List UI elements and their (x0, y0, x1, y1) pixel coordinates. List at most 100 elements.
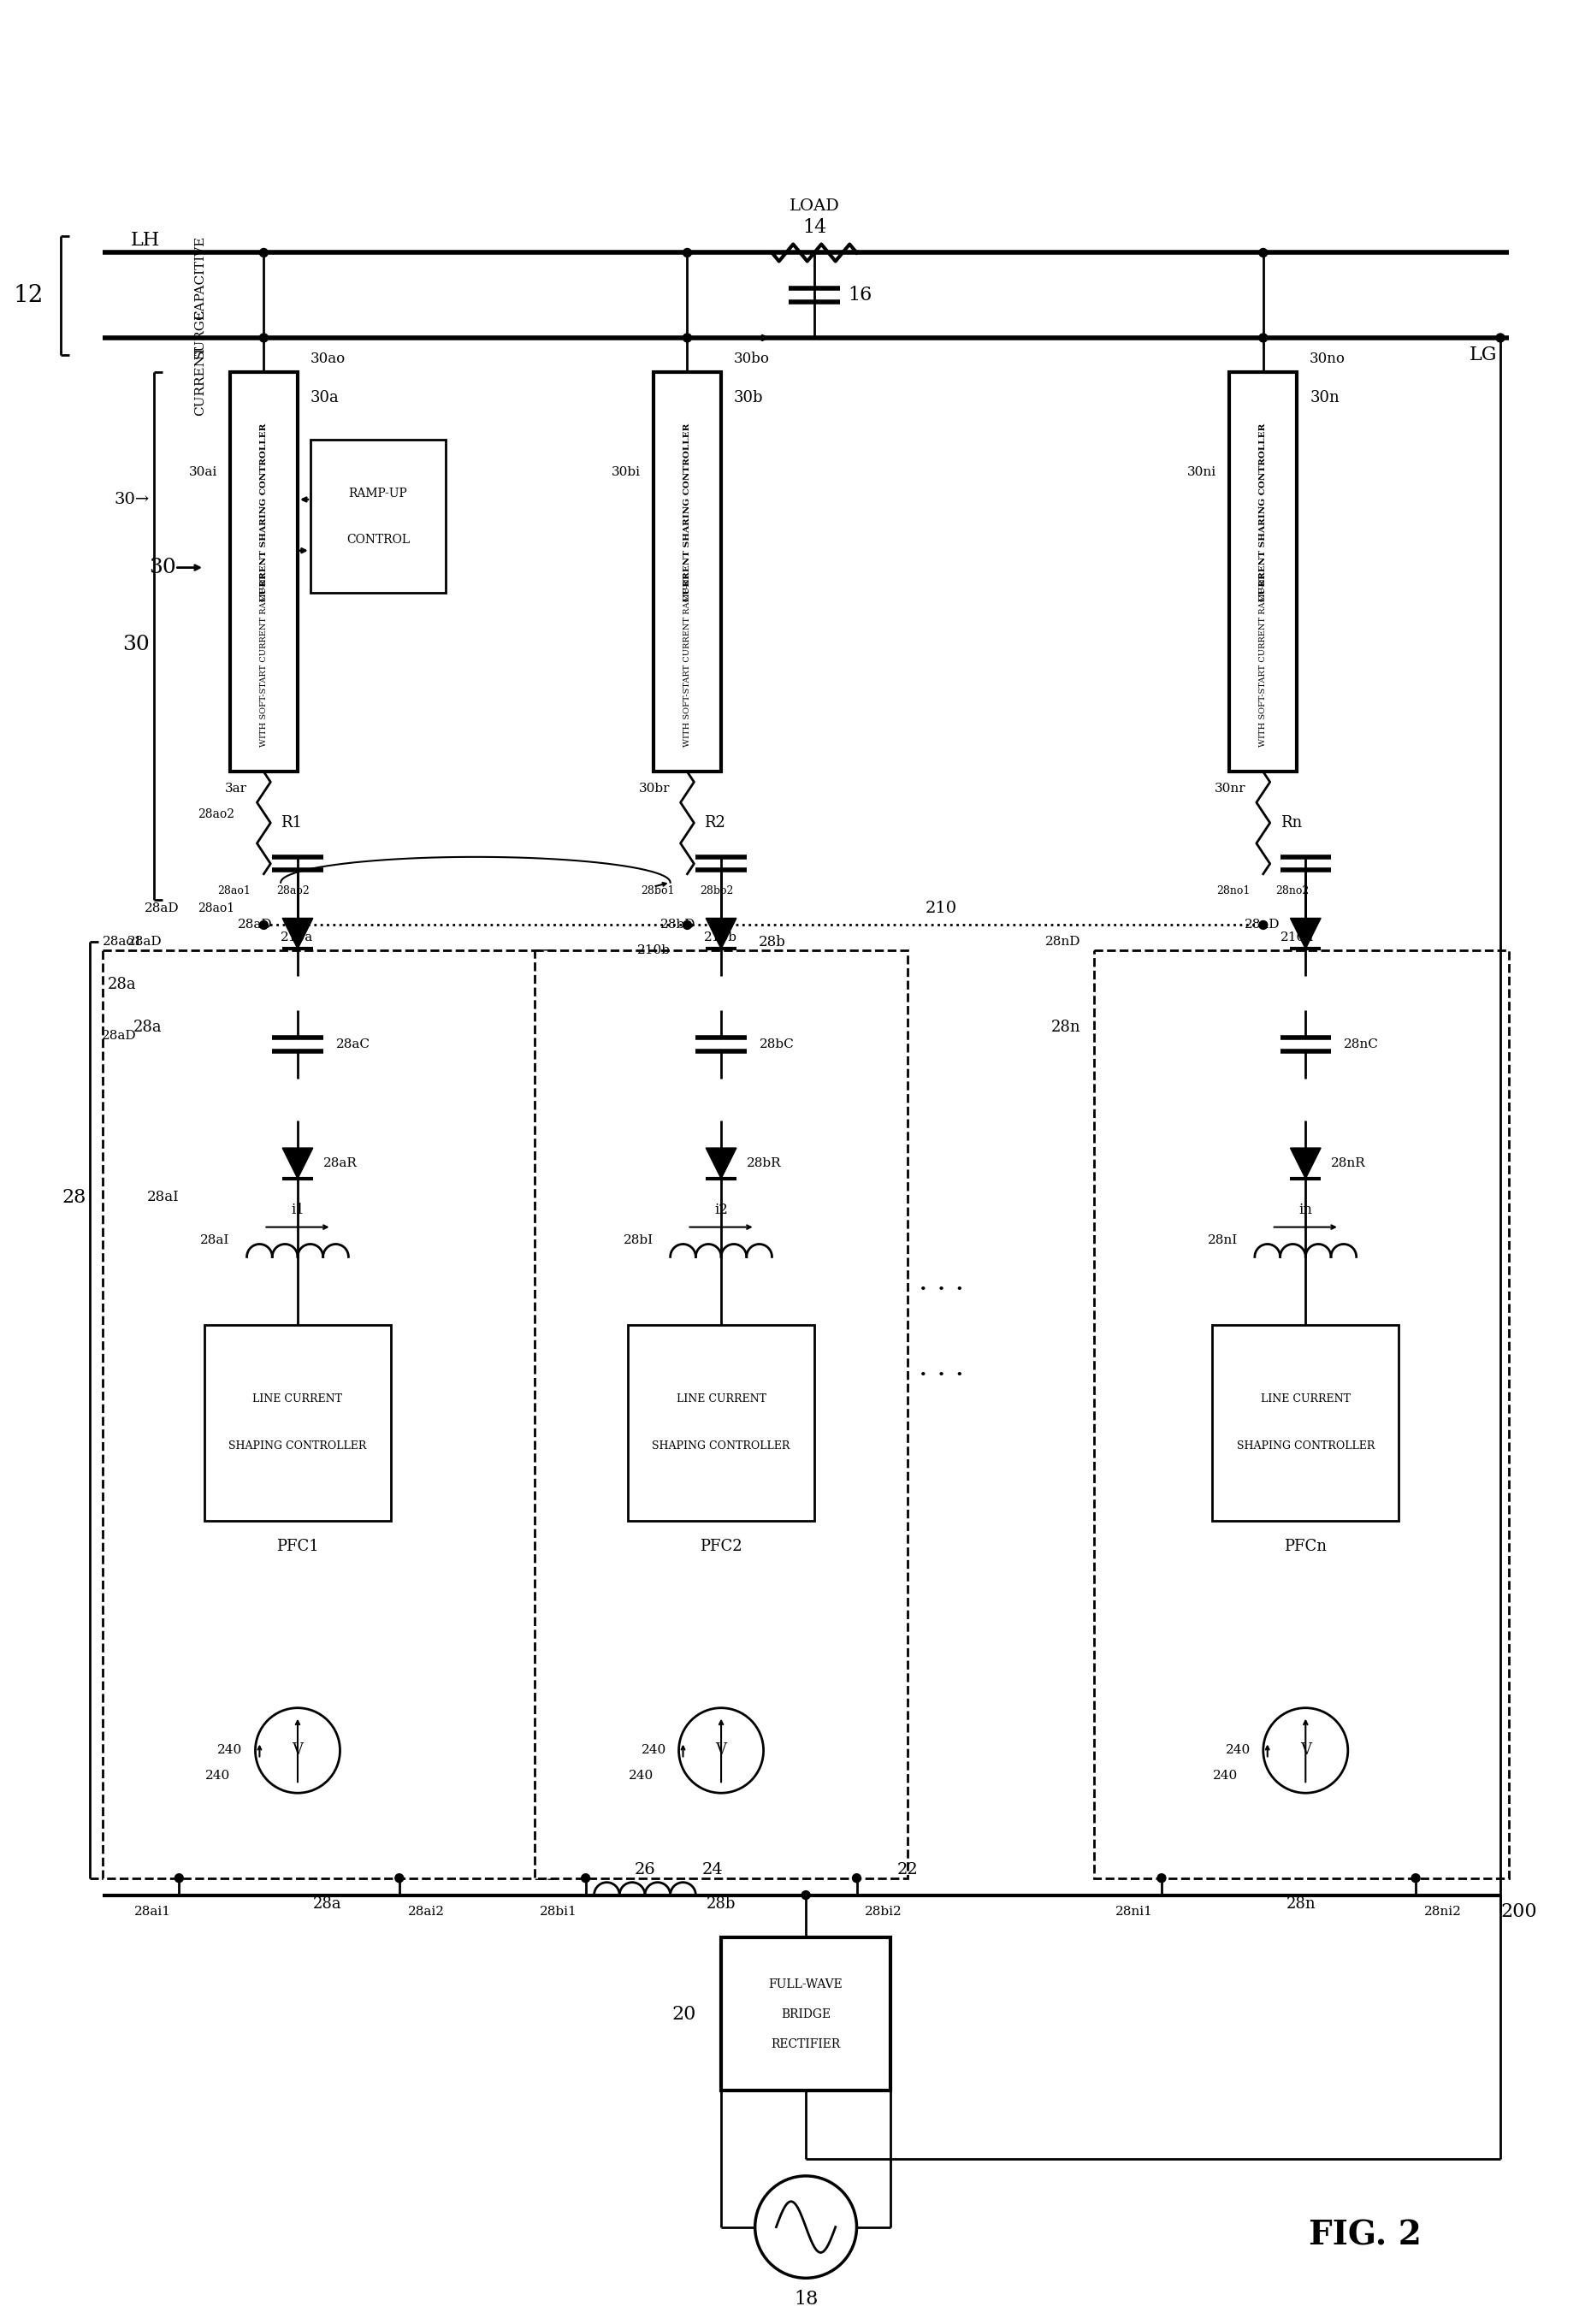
Text: V: V (293, 1743, 304, 1759)
Circle shape (175, 1873, 183, 1882)
Text: 30bi: 30bi (611, 465, 641, 479)
Text: 28bC: 28bC (759, 1039, 794, 1050)
Text: 22: 22 (897, 1862, 918, 1878)
Text: 210: 210 (926, 899, 958, 916)
Text: R2: R2 (705, 816, 725, 830)
Text: 28ao1: 28ao1 (197, 902, 234, 913)
Text: LH: LH (130, 230, 159, 249)
Circle shape (1258, 335, 1268, 342)
Circle shape (1258, 249, 1268, 258)
Text: 28bI: 28bI (624, 1234, 654, 1246)
Text: 28ao2: 28ao2 (277, 885, 310, 897)
Text: 30ai: 30ai (189, 465, 218, 479)
Text: 28bi2: 28bi2 (866, 1906, 902, 1917)
Circle shape (395, 1873, 404, 1882)
Text: 240: 240 (205, 1771, 229, 1783)
Polygon shape (706, 918, 737, 948)
Text: 28ni2: 28ni2 (1424, 1906, 1462, 1917)
Text: 28bR: 28bR (746, 1157, 781, 1169)
Text: 28ai2: 28ai2 (407, 1906, 444, 1917)
Text: V: V (1300, 1743, 1311, 1759)
Text: 28no2: 28no2 (1276, 885, 1309, 897)
Text: SHAPING CONTROLLER: SHAPING CONTROLLER (1236, 1441, 1375, 1452)
Text: 210b: 210b (636, 944, 670, 957)
Text: 240: 240 (1212, 1771, 1238, 1783)
Text: RAMP-UP: RAMP-UP (348, 488, 407, 500)
Text: 28n: 28n (1287, 1896, 1316, 1910)
Text: 3ar: 3ar (224, 783, 247, 795)
Text: i1: i1 (291, 1204, 304, 1218)
Text: 240: 240 (218, 1745, 242, 1757)
Text: RECTIFIER: RECTIFIER (772, 2038, 840, 2050)
Polygon shape (283, 1148, 313, 1178)
Polygon shape (1290, 1148, 1321, 1178)
Text: 28nR: 28nR (1332, 1157, 1365, 1169)
Text: 30: 30 (123, 634, 150, 653)
Circle shape (581, 1873, 590, 1882)
Text: 26: 26 (635, 1862, 655, 1878)
Bar (535, 951, 907, 1878)
Bar (654, 372, 721, 772)
Circle shape (683, 335, 692, 342)
Text: FIG. 2: FIG. 2 (1308, 2219, 1421, 2252)
Text: SHAPING CONTROLLER: SHAPING CONTROLLER (229, 1441, 366, 1452)
Text: 14: 14 (802, 218, 826, 237)
Text: i2: i2 (714, 1204, 729, 1218)
Circle shape (1157, 1873, 1166, 1882)
Text: SURGE: SURGE (194, 309, 207, 358)
Text: CURRENT: CURRENT (194, 346, 207, 416)
Text: 28a: 28a (313, 1896, 342, 1910)
Text: 28ao1: 28ao1 (218, 885, 251, 897)
Text: 28a: 28a (134, 1020, 162, 1034)
Circle shape (683, 249, 692, 258)
Polygon shape (1290, 918, 1321, 948)
Text: CAPACITIVE: CAPACITIVE (194, 237, 207, 321)
Text: 28no1: 28no1 (1217, 885, 1251, 897)
Text: 28aD: 28aD (127, 937, 162, 948)
Text: . . .: . . . (918, 1355, 964, 1380)
Text: 28n: 28n (1052, 1020, 1082, 1034)
Text: CURRENT SHARING CONTROLLER: CURRENT SHARING CONTROLLER (259, 423, 267, 602)
Circle shape (1496, 335, 1505, 342)
Text: 16: 16 (848, 286, 872, 304)
Circle shape (683, 920, 692, 930)
Text: LOAD: LOAD (789, 198, 840, 214)
Text: 28aD: 28aD (102, 1030, 137, 1041)
Text: 30n: 30n (1309, 390, 1340, 404)
Text: 28aR: 28aR (323, 1157, 356, 1169)
Text: PFCn: PFCn (1284, 1538, 1327, 1555)
Text: 24: 24 (702, 1862, 724, 1878)
Bar (1212, 1325, 1398, 1520)
Text: 28aC: 28aC (336, 1039, 371, 1050)
Text: 28aD: 28aD (145, 902, 180, 913)
Text: 30→: 30→ (115, 493, 150, 507)
Polygon shape (706, 1148, 737, 1178)
Text: 240: 240 (1225, 1745, 1251, 1757)
Text: 28a: 28a (108, 976, 137, 992)
Text: 18: 18 (794, 2289, 818, 2308)
Text: 28aI: 28aI (200, 1234, 229, 1246)
Circle shape (259, 920, 267, 930)
Text: 30a: 30a (310, 390, 339, 404)
Text: LINE CURRENT: LINE CURRENT (253, 1394, 342, 1406)
Bar (721, 1938, 891, 2092)
Text: in: in (1298, 1204, 1313, 1218)
Text: 28aD: 28aD (237, 918, 272, 932)
Text: LINE CURRENT: LINE CURRENT (676, 1394, 765, 1406)
Text: 20: 20 (671, 2006, 695, 2024)
Text: 30no: 30no (1309, 351, 1346, 367)
Text: 28bi1: 28bi1 (539, 1906, 578, 1917)
Text: . . .: . . . (918, 1269, 964, 1297)
Text: CURRENT SHARING CONTROLLER: CURRENT SHARING CONTROLLER (684, 423, 690, 602)
Text: LINE CURRENT: LINE CURRENT (1260, 1394, 1351, 1406)
Text: 28ni1: 28ni1 (1115, 1906, 1153, 1917)
Text: 28nI: 28nI (1208, 1234, 1238, 1246)
Text: 28b: 28b (759, 934, 786, 948)
Bar (310, 439, 445, 593)
Text: 28ao2: 28ao2 (197, 809, 234, 820)
Text: SHAPING CONTROLLER: SHAPING CONTROLLER (652, 1441, 791, 1452)
Text: 210b: 210b (705, 932, 738, 944)
Text: 200: 200 (1500, 1903, 1537, 1922)
Text: WITH SOFT-START CURRENT RAMP-UP: WITH SOFT-START CURRENT RAMP-UP (684, 572, 690, 746)
Text: 28bo1: 28bo1 (641, 885, 675, 897)
